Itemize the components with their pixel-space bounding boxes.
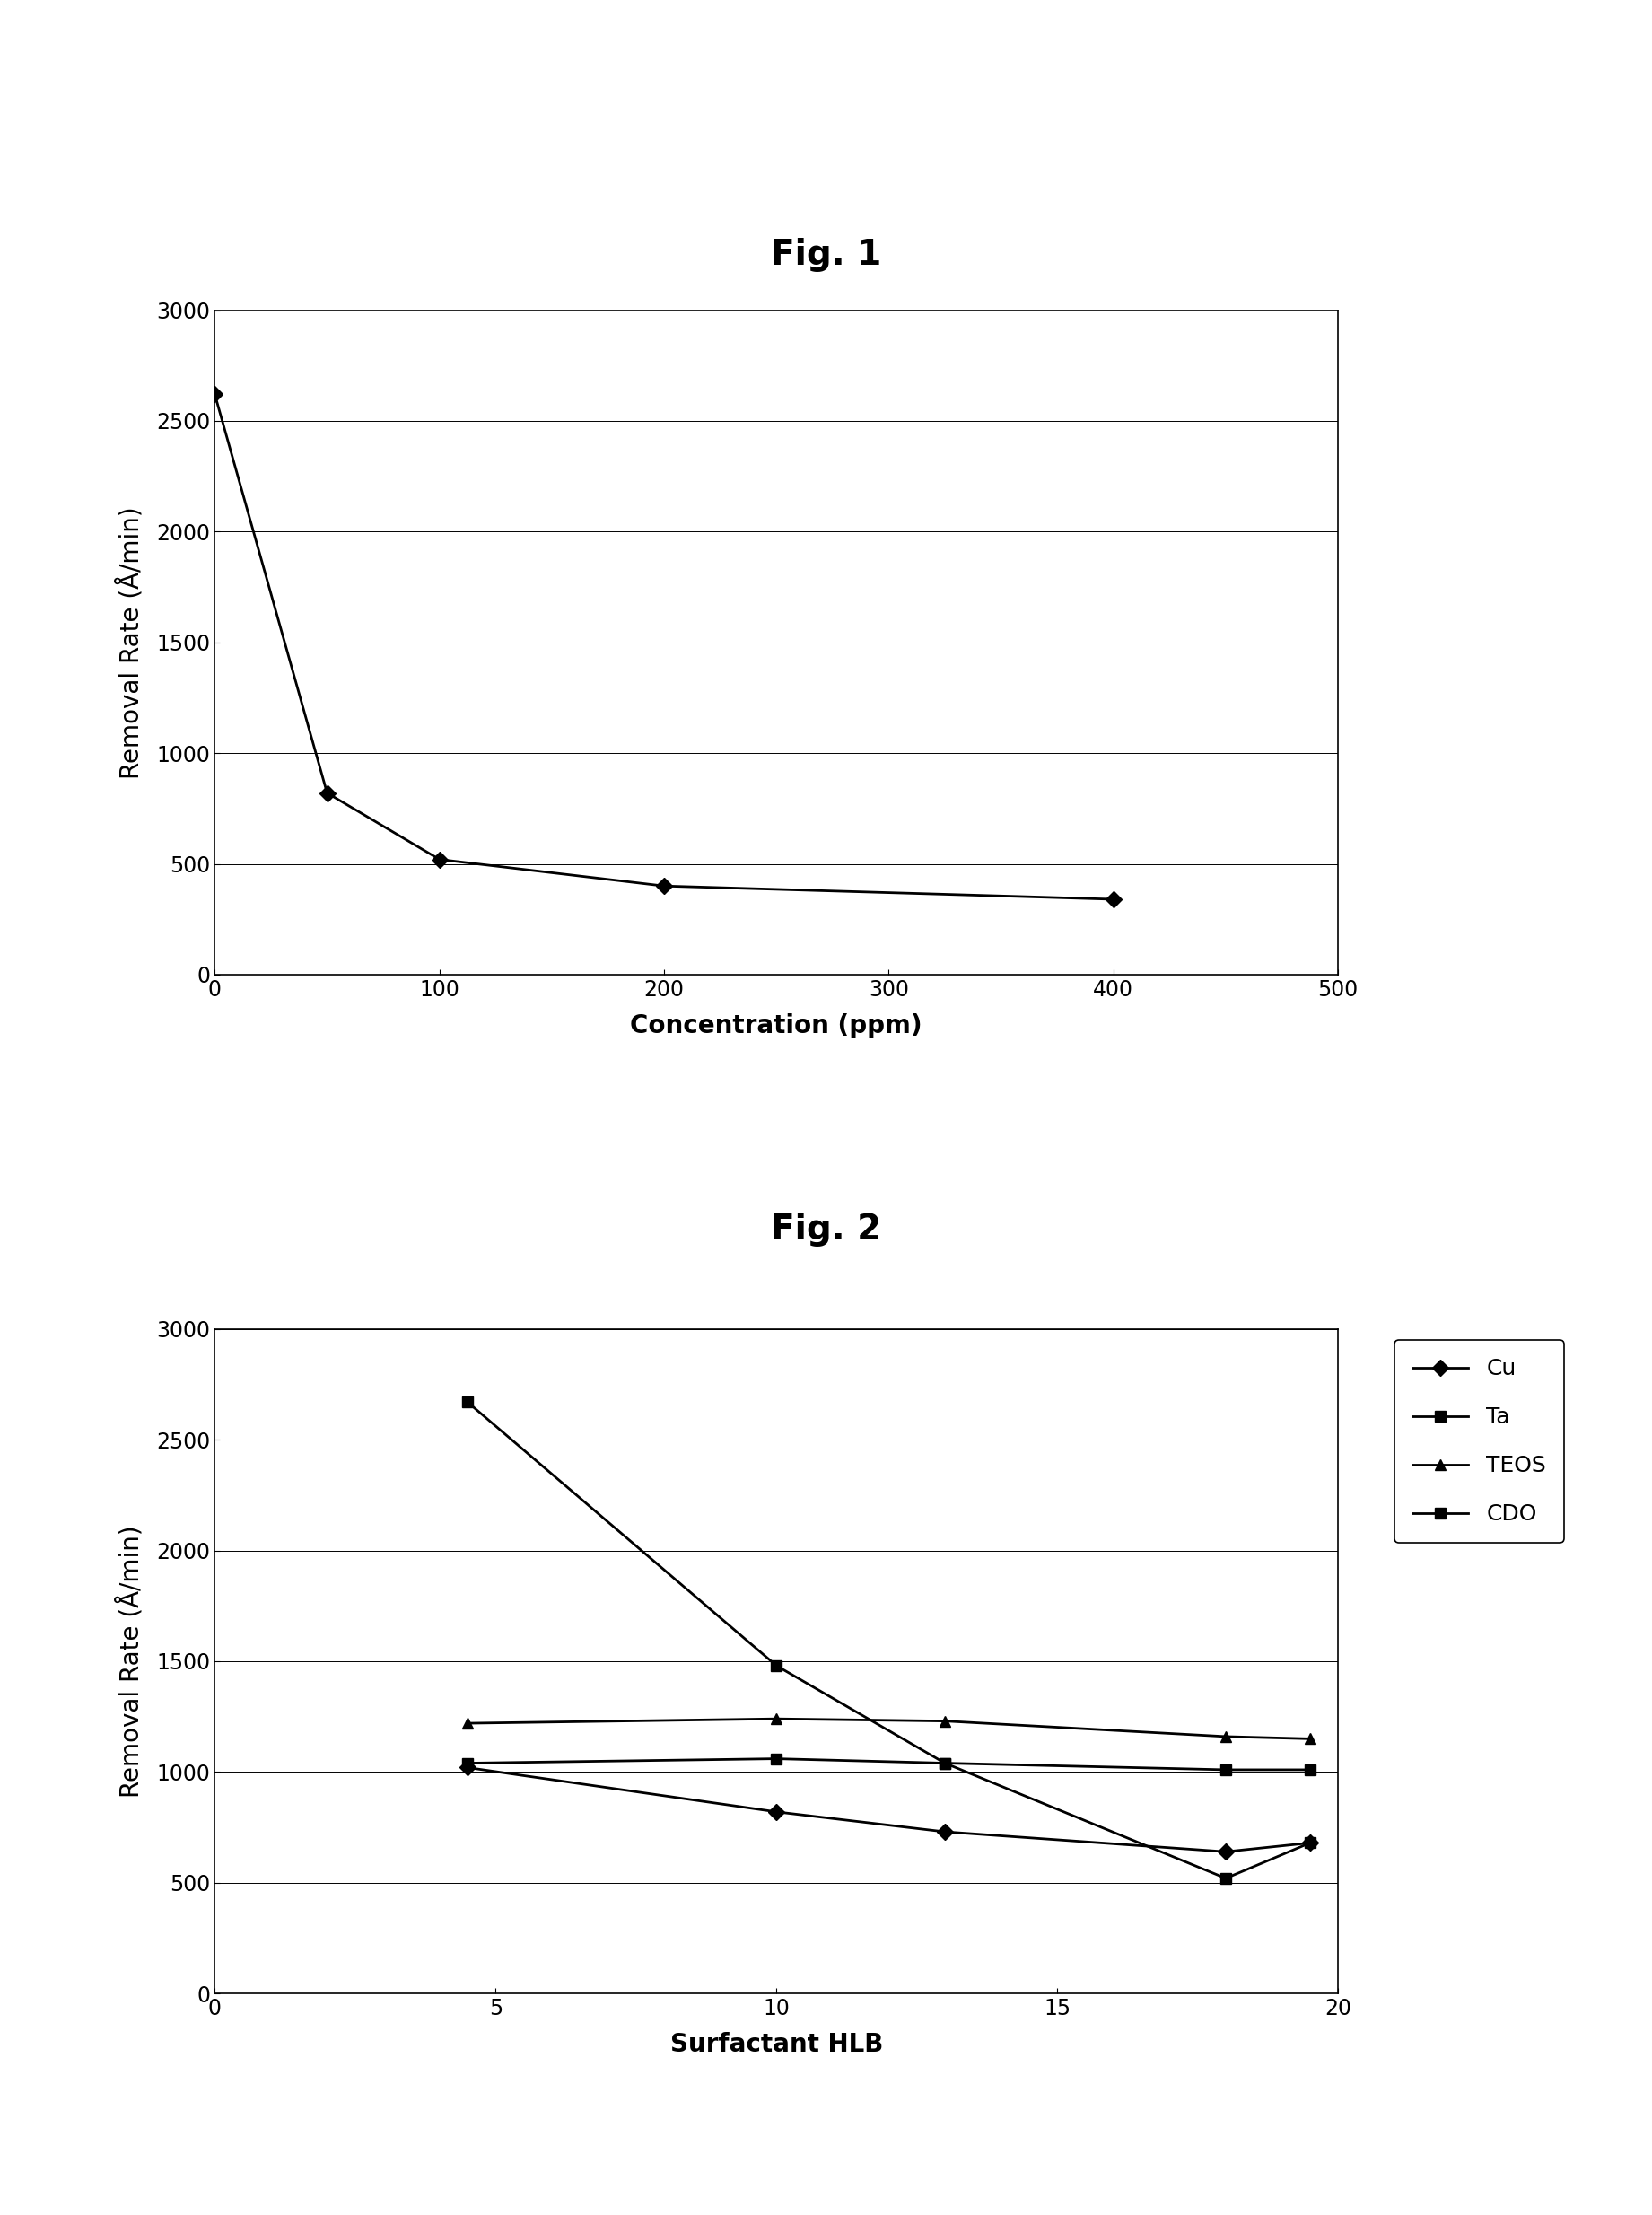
TEOS — [935, 1708, 955, 1734]
X-axis label: Concentration (ppm): Concentration (ppm) — [631, 1012, 922, 1039]
Text: Fig. 1: Fig. 1 — [771, 237, 881, 272]
Cu — [1216, 1838, 1236, 1865]
Line: CDO: CDO — [463, 1395, 1315, 1885]
TEOS — [1216, 1723, 1236, 1750]
Cu — [935, 1819, 955, 1845]
CDO — [767, 1652, 786, 1679]
Ta — [458, 1750, 477, 1776]
Text: Fig. 2: Fig. 2 — [771, 1212, 881, 1247]
Line: Cu: Cu — [463, 1761, 1315, 1858]
Line: TEOS: TEOS — [463, 1712, 1315, 1745]
Ta — [1300, 1756, 1320, 1783]
Ta — [1216, 1756, 1236, 1783]
CDO — [935, 1750, 955, 1776]
Cu — [458, 1754, 477, 1781]
Cu — [1300, 1830, 1320, 1856]
Y-axis label: Removal Rate (Å/min): Removal Rate (Å/min) — [117, 1524, 144, 1799]
Ta — [767, 1745, 786, 1772]
Legend: Cu, Ta, TEOS, CDO: Cu, Ta, TEOS, CDO — [1394, 1340, 1564, 1544]
X-axis label: Surfactant HLB: Surfactant HLB — [671, 2031, 882, 2058]
Cu — [767, 1799, 786, 1825]
CDO — [1300, 1830, 1320, 1856]
Ta — [935, 1750, 955, 1776]
TEOS — [767, 1706, 786, 1732]
CDO — [458, 1389, 477, 1415]
Line: Ta: Ta — [463, 1752, 1315, 1776]
TEOS — [1300, 1725, 1320, 1752]
Y-axis label: Removal Rate (Å/min): Removal Rate (Å/min) — [117, 505, 144, 780]
TEOS — [458, 1710, 477, 1737]
CDO — [1216, 1865, 1236, 1892]
